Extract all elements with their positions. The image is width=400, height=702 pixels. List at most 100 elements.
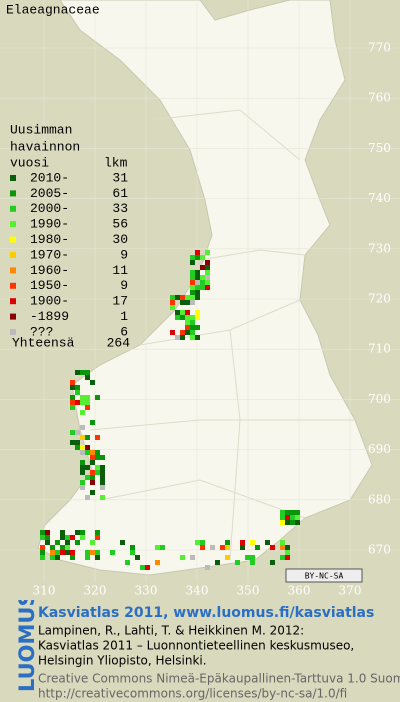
occurrence-square (250, 555, 255, 560)
legend-total: 264 (107, 335, 131, 350)
occurrence-square (180, 315, 185, 320)
occurrence-square (290, 510, 295, 515)
occurrence-square (200, 275, 205, 280)
occurrence-square (205, 270, 210, 275)
occurrence-square (175, 295, 180, 300)
occurrence-square (95, 470, 100, 475)
occurrence-square (190, 325, 195, 330)
occurrence-square (195, 315, 200, 320)
occurrence-square (110, 550, 115, 555)
occurrence-square (185, 295, 190, 300)
occurrence-square (95, 450, 100, 455)
occurrence-square (80, 450, 85, 455)
occurrence-square (285, 510, 290, 515)
occurrence-square (195, 255, 200, 260)
occurrence-square (40, 530, 45, 535)
occurrence-square (130, 550, 135, 555)
occurrence-square (100, 470, 105, 475)
occurrence-square (60, 535, 65, 540)
occurrence-square (195, 250, 200, 255)
occurrence-square (55, 555, 60, 560)
occurrence-square (140, 565, 145, 570)
occurrence-square (120, 540, 125, 545)
y-grid-label: 710 (368, 342, 391, 356)
occurrence-square (200, 280, 205, 285)
occurrence-square (100, 485, 105, 490)
occurrence-square (70, 405, 75, 410)
occurrence-square (295, 510, 300, 515)
occurrence-square (250, 560, 255, 565)
occurrence-square (190, 260, 195, 265)
occurrence-square (195, 290, 200, 295)
legend-swatch (10, 190, 16, 197)
occurrence-square (190, 315, 195, 320)
occurrence-square (85, 450, 90, 455)
occurrence-square (75, 540, 80, 545)
occurrence-square (290, 515, 295, 520)
occurrence-square (205, 285, 210, 290)
occurrence-square (200, 265, 205, 270)
y-grid-label: 740 (368, 191, 391, 205)
occurrence-square (145, 565, 150, 570)
legend-swatch (10, 221, 16, 228)
occurrence-square (85, 555, 90, 560)
occurrence-square (190, 275, 195, 280)
occurrence-square (125, 560, 130, 565)
legend-label: ??? (30, 324, 53, 339)
occurrence-square (245, 555, 250, 560)
y-grid-label: 750 (368, 141, 391, 155)
occurrence-square (80, 535, 85, 540)
occurrence-square (175, 310, 180, 315)
x-grid-label: 310 (33, 584, 56, 598)
legend-column: vuosi (10, 155, 49, 170)
occurrence-square (285, 515, 290, 520)
occurrence-square (175, 335, 180, 340)
occurrence-square (265, 540, 270, 545)
occurrence-square (65, 550, 70, 555)
legend-swatch (10, 236, 16, 243)
legend-label: 1970- (30, 247, 69, 262)
legend-swatch (10, 282, 16, 289)
occurrence-square (70, 430, 75, 435)
occurrence-square (280, 545, 285, 550)
legend-heading: havainnon (10, 139, 80, 154)
occurrence-square (270, 545, 275, 550)
occurrence-square (75, 430, 80, 435)
legend-swatch (10, 329, 16, 335)
occurrence-square (205, 250, 210, 255)
occurrence-square (190, 335, 195, 340)
occurrence-square (195, 275, 200, 280)
occurrence-square (90, 380, 95, 385)
legend-count: 17 (112, 294, 128, 309)
occurrence-square (175, 315, 180, 320)
occurrence-square (190, 555, 195, 560)
occurrence-square (135, 555, 140, 560)
occurrence-square (40, 555, 45, 560)
citation-line: Kasviatlas 2011 – Luonnontieteellinen ke… (38, 639, 354, 653)
occurrence-square (80, 370, 85, 375)
occurrence-square (285, 550, 290, 555)
occurrence-square (255, 545, 260, 550)
occurrence-square (220, 545, 225, 550)
legend-count: 33 (112, 201, 128, 216)
occurrence-square (90, 475, 95, 480)
legend-count: 61 (112, 186, 128, 201)
legend-label: 1960- (30, 263, 69, 278)
occurrence-square (45, 530, 50, 535)
legend-label: -1899 (30, 309, 69, 324)
occurrence-square (185, 330, 190, 335)
occurrence-square (40, 535, 45, 540)
legend-count: 31 (112, 170, 128, 185)
occurrence-square (95, 455, 100, 460)
occurrence-square (100, 475, 105, 480)
occurrence-square (65, 540, 70, 545)
occurrence-square (90, 470, 95, 475)
occurrence-square (185, 300, 190, 305)
occurrence-square (185, 320, 190, 325)
occurrence-square (190, 295, 195, 300)
legend-count: 9 (120, 247, 128, 262)
occurrence-square (95, 530, 100, 535)
legend-count: 9 (120, 278, 128, 293)
occurrence-square (195, 285, 200, 290)
